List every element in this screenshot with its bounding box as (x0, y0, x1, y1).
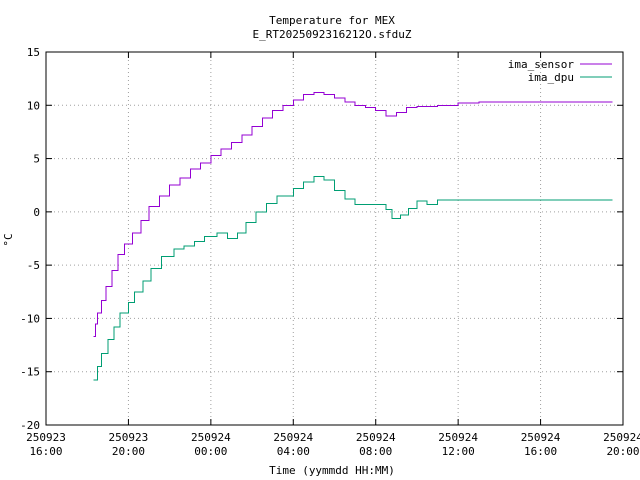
x-tick-label-time: 12:00 (442, 445, 475, 458)
x-tick-label-date: 250923 (26, 431, 66, 444)
y-tick-label: -15 (20, 366, 40, 379)
x-tick-label-time: 20:00 (112, 445, 145, 458)
y-tick-label: 5 (33, 153, 40, 166)
x-tick-label-date: 250924 (438, 431, 478, 444)
x-tick-label-date: 250924 (521, 431, 561, 444)
x-tick-label-time: 16:00 (524, 445, 557, 458)
y-tick-label: -20 (20, 419, 40, 432)
axis-ticks: -20-15-10-505101525092316:0025092320:002… (20, 46, 640, 458)
y-tick-label: 15 (27, 46, 40, 59)
y-tick-label: -5 (27, 259, 40, 272)
y-tick-label: 0 (33, 206, 40, 219)
x-tick-label-date: 250924 (273, 431, 313, 444)
x-axis-label: Time (yymmdd HH:MM) (269, 464, 395, 477)
y-tick-label: 10 (27, 99, 40, 112)
chart-subtitle: E_RT2025092316212O.sfduZ (253, 28, 412, 41)
series-lines (93, 92, 613, 381)
series-line-ima-sensor (93, 92, 613, 337)
x-tick-label-time: 20:00 (606, 445, 639, 458)
x-tick-label-time: 08:00 (359, 445, 392, 458)
x-tick-label-date: 250924 (603, 431, 640, 444)
plot-frame (45, 51, 624, 426)
x-tick-label-date: 250923 (109, 431, 149, 444)
x-tick-label-date: 250924 (191, 431, 231, 444)
legend-label-ima-dpu: ima_dpu (528, 71, 574, 84)
legend-label-ima-sensor: ima_sensor (508, 58, 575, 71)
x-tick-label-time: 16:00 (29, 445, 62, 458)
x-tick-label-time: 04:00 (277, 445, 310, 458)
grid-lines (46, 52, 623, 425)
x-tick-label-date: 250924 (356, 431, 396, 444)
y-axis-label: °C (2, 233, 15, 246)
series-line-ima-dpu (93, 176, 613, 381)
chart-title: Temperature for MEX (269, 14, 395, 27)
y-tick-label: -10 (20, 312, 40, 325)
x-tick-label-time: 00:00 (194, 445, 227, 458)
